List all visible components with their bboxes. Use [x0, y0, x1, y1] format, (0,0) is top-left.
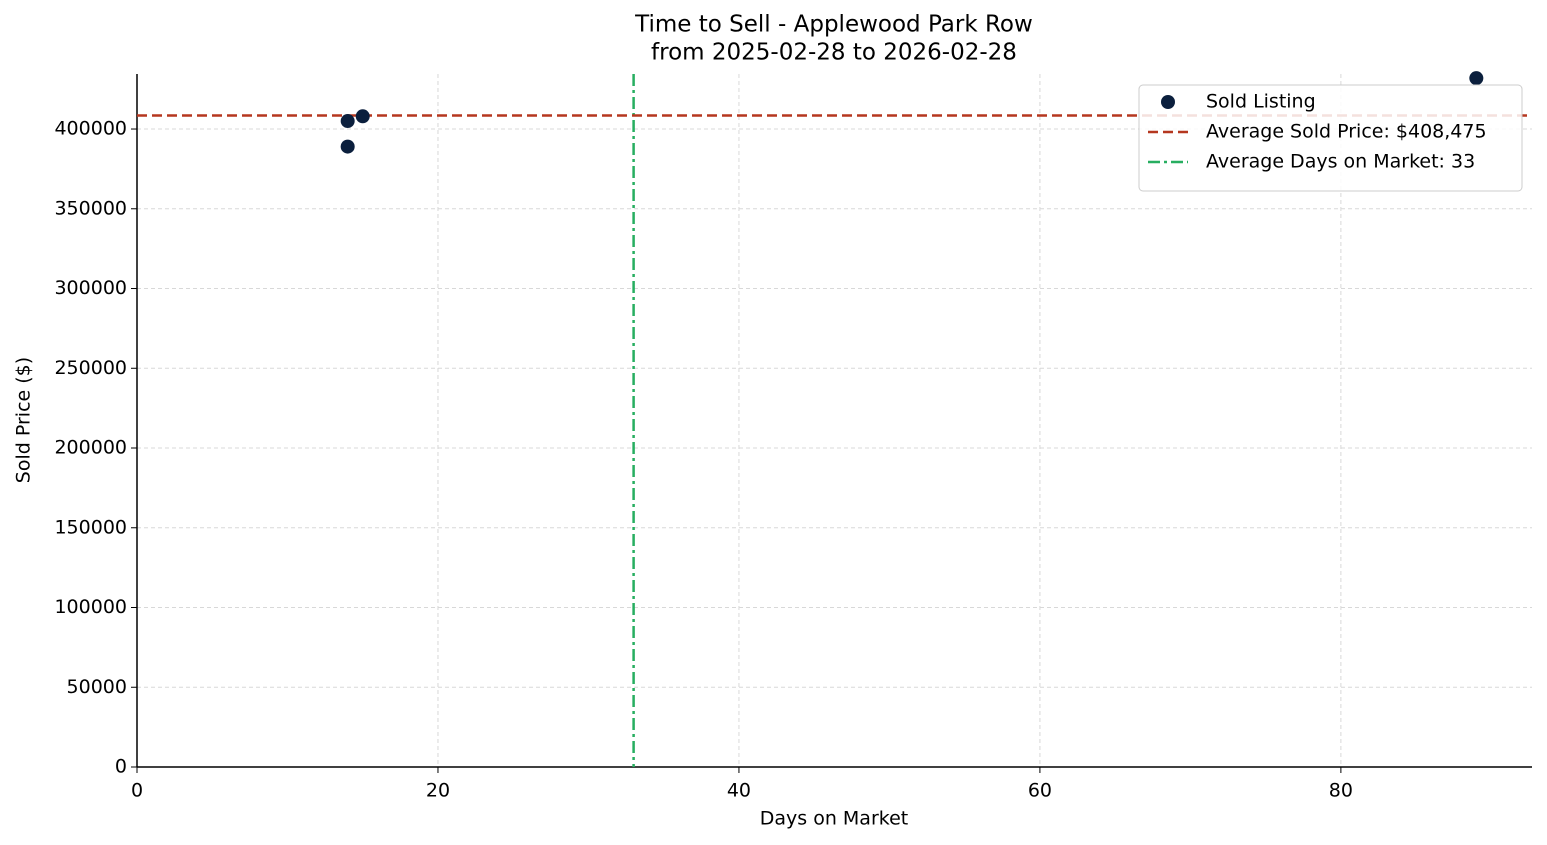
x-tick-label: 40	[727, 780, 751, 802]
y-tick-label: 400000	[54, 118, 127, 140]
chart-title: Time to Sell - Applewood Park Row	[634, 12, 1033, 38]
y-tick-label: 200000	[54, 437, 127, 459]
y-tick-label: 250000	[54, 357, 127, 379]
x-tick-label: 60	[1028, 780, 1052, 802]
data-point	[340, 114, 355, 129]
chart-subtitle: from 2025-02-28 to 2026-02-28	[651, 40, 1017, 66]
y-tick-label: 50000	[67, 676, 127, 698]
legend-label: Average Days on Market: 33	[1206, 151, 1475, 173]
data-point	[340, 139, 355, 154]
data-point	[1469, 71, 1484, 86]
x-axis-label: Days on Market	[760, 808, 908, 830]
y-tick-label: 0	[115, 756, 127, 778]
y-axis-label: Sold Price ($)	[13, 357, 35, 483]
y-tick-label: 300000	[54, 277, 127, 299]
data-point	[355, 109, 370, 124]
legend-label: Sold Listing	[1206, 91, 1316, 113]
y-tick-label: 100000	[54, 596, 127, 618]
x-tick-label: 80	[1329, 780, 1353, 802]
x-tick-label: 20	[426, 780, 450, 802]
legend-label: Average Sold Price: $408,475	[1206, 121, 1487, 143]
legend-box	[1138, 84, 1523, 192]
y-tick-label: 150000	[54, 516, 127, 538]
legend-marker	[1161, 95, 1175, 109]
y-tick-label: 350000	[54, 197, 127, 219]
x-tick-label: 0	[131, 780, 143, 802]
